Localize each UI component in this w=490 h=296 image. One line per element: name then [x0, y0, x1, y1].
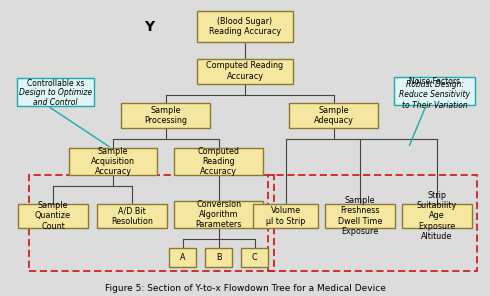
Text: Volume
μl to Strip: Volume μl to Strip: [266, 206, 305, 226]
Text: C: C: [252, 253, 257, 262]
FancyBboxPatch shape: [170, 248, 196, 267]
Text: Sample
Processing: Sample Processing: [144, 106, 187, 125]
FancyBboxPatch shape: [197, 11, 293, 42]
Text: Computed
Reading
Accuracy: Computed Reading Accuracy: [197, 147, 240, 176]
Text: Controllable xs: Controllable xs: [26, 79, 84, 88]
Text: Conversion
Algorithm
Parameters: Conversion Algorithm Parameters: [196, 200, 242, 229]
Text: Sample
Quantize
Count: Sample Quantize Count: [35, 201, 71, 231]
FancyBboxPatch shape: [174, 148, 263, 175]
FancyBboxPatch shape: [394, 77, 475, 104]
Text: A/D Bit
Resolution: A/D Bit Resolution: [111, 206, 153, 226]
Text: Y: Y: [144, 20, 154, 34]
Text: Figure 5: Section of Y-to-x Flowdown Tree for a Medical Device: Figure 5: Section of Y-to-x Flowdown Tre…: [104, 284, 386, 293]
Text: (Blood Sugar)
Reading Accuracy: (Blood Sugar) Reading Accuracy: [209, 17, 281, 36]
Text: Sample
Freshness
Dwell Time
Exposure: Sample Freshness Dwell Time Exposure: [338, 196, 382, 236]
FancyBboxPatch shape: [17, 78, 94, 106]
FancyBboxPatch shape: [122, 103, 210, 128]
Text: Design to Optimize
and Control: Design to Optimize and Control: [19, 88, 92, 107]
FancyBboxPatch shape: [290, 103, 378, 128]
FancyBboxPatch shape: [197, 59, 293, 84]
FancyBboxPatch shape: [402, 204, 472, 228]
Text: Sample
Adequacy: Sample Adequacy: [314, 106, 354, 125]
FancyBboxPatch shape: [69, 148, 157, 175]
Text: A: A: [180, 253, 185, 262]
Text: Strip
Suitability
Age
Exposure
Altitude: Strip Suitability Age Exposure Altitude: [417, 191, 457, 241]
FancyBboxPatch shape: [205, 248, 232, 267]
FancyBboxPatch shape: [253, 204, 318, 228]
FancyBboxPatch shape: [242, 248, 268, 267]
FancyBboxPatch shape: [325, 204, 395, 228]
Text: Noise Factors: Noise Factors: [409, 77, 460, 86]
Text: Sample
Acquisition
Accuracy: Sample Acquisition Accuracy: [91, 147, 135, 176]
FancyBboxPatch shape: [174, 201, 263, 228]
FancyBboxPatch shape: [18, 204, 88, 228]
FancyBboxPatch shape: [98, 204, 167, 228]
Text: Computed Reading
Accuracy: Computed Reading Accuracy: [206, 62, 284, 81]
Text: Robust Design:
Reduce Sensitivity
to Their Variation: Robust Design: Reduce Sensitivity to The…: [399, 80, 470, 110]
Text: B: B: [216, 253, 221, 262]
